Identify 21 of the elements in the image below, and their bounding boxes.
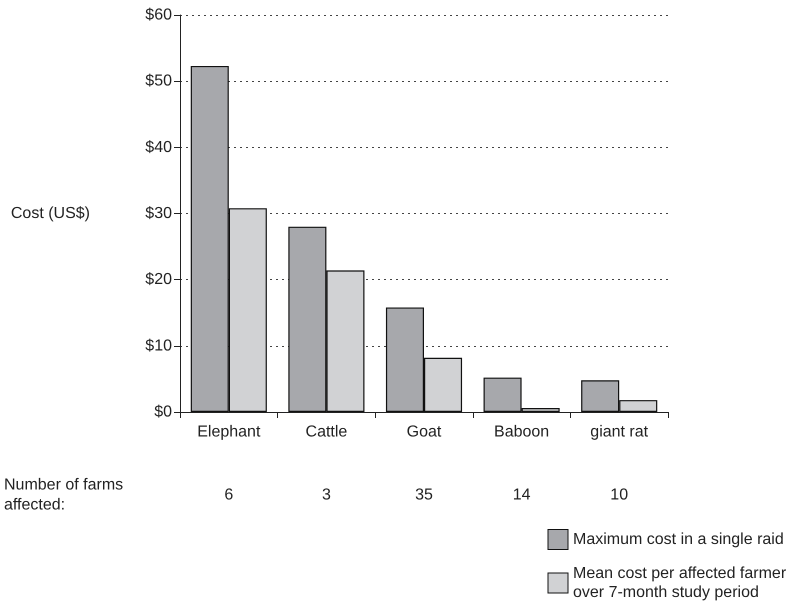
text: 6 <box>224 486 234 504</box>
y-tick-label: $0 <box>154 404 172 420</box>
x-tick-label: giant rat <box>590 424 649 440</box>
text: 14 <box>512 486 531 504</box>
x-tick-label: Baboon <box>494 424 550 440</box>
y-tick-label: $20 <box>145 271 172 288</box>
y-tick-label: $40 <box>145 138 172 156</box>
text: 10 <box>610 486 628 504</box>
y-tick-label: $10 <box>145 337 172 354</box>
x-tick-label: Cattle <box>306 424 348 440</box>
x-tick-label: Elephant <box>197 424 261 440</box>
text: 35 <box>415 486 433 504</box>
y-tick-label: $30 <box>145 205 172 222</box>
text: 3 <box>322 486 331 504</box>
y-tick-label: $50 <box>145 72 172 90</box>
legend-label: Mean cost per affected farmer over 7-month study period <box>573 565 791 601</box>
legend-label: Maximum cost in a single raid <box>573 531 784 548</box>
y-tick-label: $60 <box>145 6 172 24</box>
x-tick-label: Goat <box>406 424 442 440</box>
y-axis-title: Cost (US$) <box>10 205 90 222</box>
text: Number of farms affected: <box>4 476 124 514</box>
